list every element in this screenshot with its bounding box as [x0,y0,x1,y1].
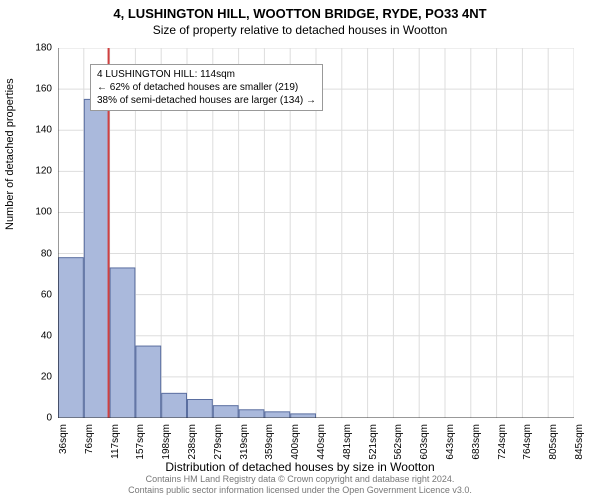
x-tick: 724sqm [497,424,508,460]
callout-box: 4 LUSHINGTON HILL: 114sqm ← 62% of detac… [90,64,323,111]
x-tick: 603sqm [419,424,430,460]
y-tick: 20 [41,371,52,382]
y-axis-label: Number of detached properties [4,78,16,230]
title-main: 4, LUSHINGTON HILL, WOOTTON BRIDGE, RYDE… [0,0,600,21]
y-tick: 160 [35,84,52,95]
callout-line3: 38% of semi-detached houses are larger (… [97,94,316,107]
x-tick: 198sqm [161,424,172,460]
title-sub: Size of property relative to detached ho… [0,21,600,37]
x-tick: 805sqm [548,424,559,460]
x-tick: 764sqm [522,424,533,460]
callout-line2: ← 62% of detached houses are smaller (21… [97,81,316,94]
y-tick: 40 [41,330,52,341]
y-tick: 80 [41,248,52,259]
x-tick: 36sqm [58,424,69,454]
x-tick: 521sqm [368,424,379,460]
y-tick: 0 [46,413,52,424]
x-tick: 643sqm [445,424,456,460]
copyright: Contains HM Land Registry data © Crown c… [0,474,600,496]
chart-area: 4 LUSHINGTON HILL: 114sqm ← 62% of detac… [58,48,574,418]
y-tick: 60 [41,289,52,300]
y-tick: 180 [35,43,52,54]
x-tick: 400sqm [290,424,301,460]
x-tick: 157sqm [135,424,146,460]
x-tick: 845sqm [574,424,585,460]
y-tick: 120 [35,166,52,177]
x-axis-label: Distribution of detached houses by size … [0,460,600,474]
chart-container: 4, LUSHINGTON HILL, WOOTTON BRIDGE, RYDE… [0,0,600,500]
y-tick: 100 [35,207,52,218]
x-tick: 117sqm [110,424,121,459]
x-tick: 683sqm [471,424,482,460]
x-tick: 319sqm [239,424,250,460]
copyright-line2: Contains public sector information licen… [0,485,600,496]
y-tick: 140 [35,125,52,136]
callout-line1: 4 LUSHINGTON HILL: 114sqm [97,68,316,81]
x-tick: 238sqm [187,424,198,460]
x-tick: 76sqm [84,424,95,454]
copyright-line1: Contains HM Land Registry data © Crown c… [0,474,600,485]
x-tick: 481sqm [342,424,353,460]
x-tick: 279sqm [213,424,224,460]
x-tick: 440sqm [316,424,327,460]
x-tick: 359sqm [264,424,275,460]
x-tick: 562sqm [393,424,404,460]
